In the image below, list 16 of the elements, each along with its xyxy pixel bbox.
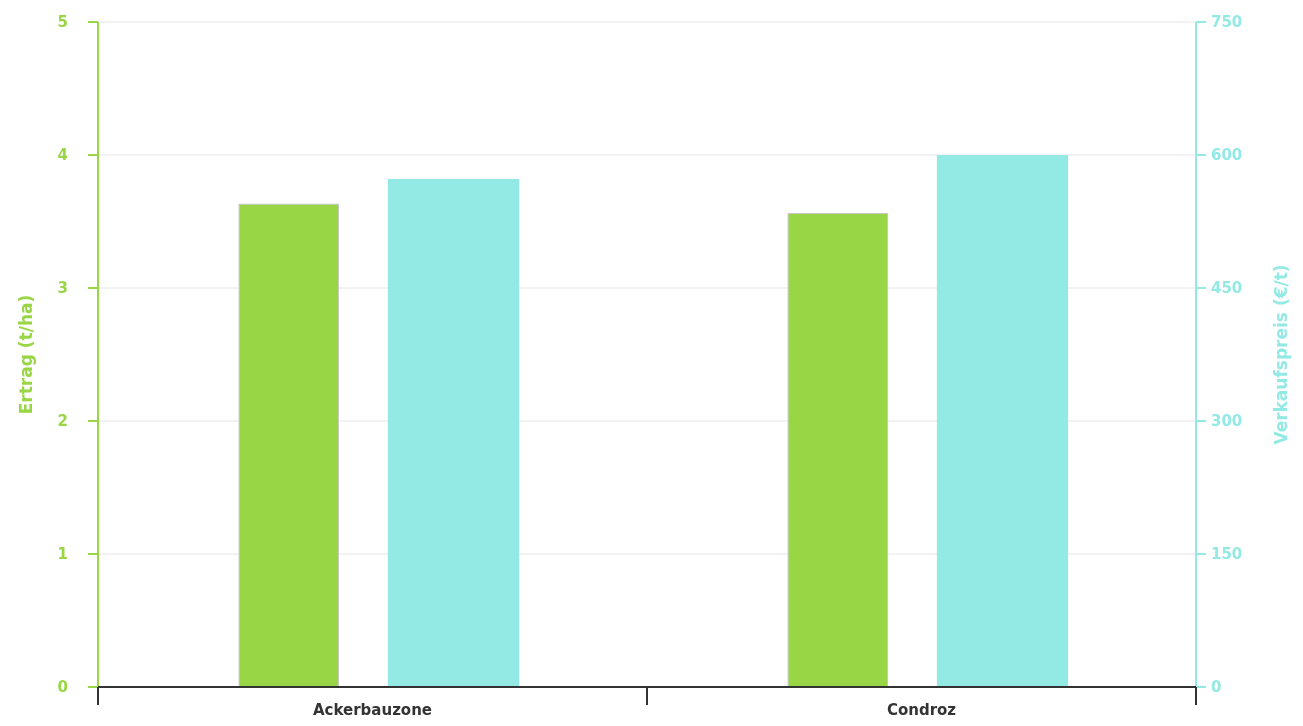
y-tick-label: 3: [57, 279, 68, 298]
y-axis-title: Ertrag (t/ha): [16, 294, 36, 415]
y-tick-label: 2: [57, 412, 68, 431]
y2-tick-label: 450: [1211, 279, 1243, 298]
y2-tick-label: 0: [1211, 678, 1222, 697]
y-tick-label: 5: [57, 13, 68, 32]
x-tick-label: Ackerbauzone: [312, 701, 433, 719]
y2-tick-label: 150: [1211, 545, 1243, 564]
y2-tick-label: 600: [1211, 146, 1243, 165]
y-tick-label: 0: [57, 678, 68, 697]
x-tick-label: Condroz: [886, 701, 957, 719]
y2-tick-label: 300: [1211, 412, 1243, 431]
y2-axis-title: Verkaufspreis (€/t): [1271, 264, 1291, 445]
y-tick-label: 4: [57, 146, 68, 165]
y2-tick-label: 750: [1211, 13, 1243, 32]
y-tick-label: 1: [57, 545, 68, 564]
